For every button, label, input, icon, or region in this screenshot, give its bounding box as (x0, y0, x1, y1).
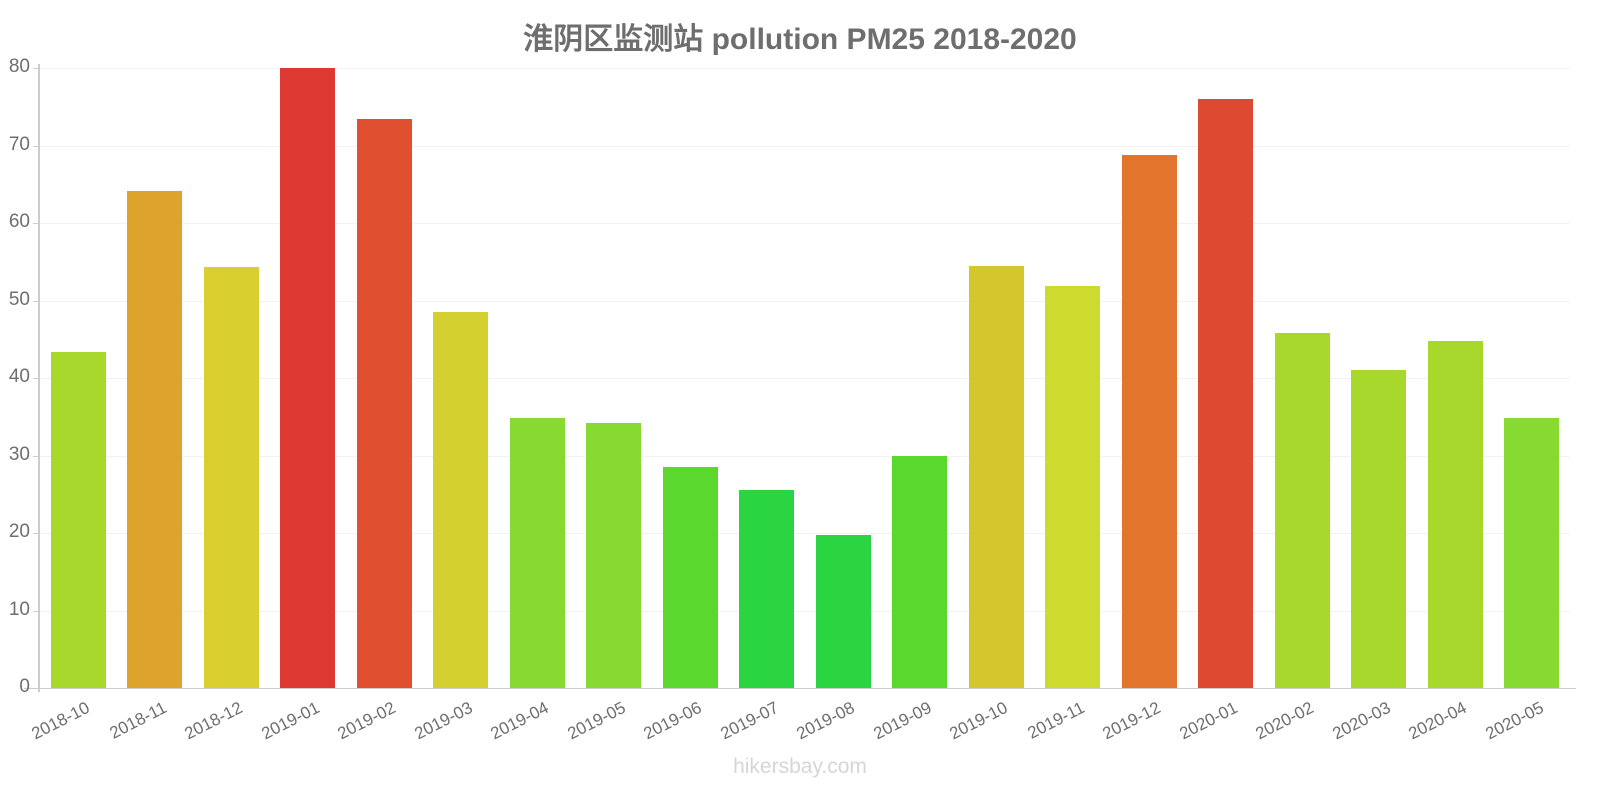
bar[interactable] (356, 119, 412, 688)
x-axis-labels: 2018-10 2018-11 2018-12 2019-01 2019-02 2019-… (29, 690, 1570, 760)
y-tick-mark-20 (33, 533, 40, 534)
x-tick-label: 2019-03 (411, 698, 476, 744)
bar[interactable] (509, 418, 565, 688)
x-tick-label: 2018-10 (28, 698, 93, 744)
y-tick-label-40: 40 (8, 366, 30, 387)
bar[interactable] (1198, 99, 1254, 688)
gridline-30 (38, 455, 1570, 457)
y-tick-mark-50 (33, 300, 40, 302)
bar[interactable] (1045, 285, 1101, 688)
y-tick-mark-70 (33, 145, 40, 147)
y-tick-label-10: 10 (8, 598, 30, 620)
y-tick-mark-10 (33, 610, 40, 612)
x-tick-label: 2019-05 (564, 698, 629, 744)
x-tick-label: 2019-04 (487, 698, 552, 744)
x-tick-label: 2019-01 (258, 698, 323, 744)
y-tick-label-20: 20 (8, 521, 30, 542)
bar[interactable] (50, 352, 106, 688)
bar[interactable] (1427, 340, 1483, 688)
x-tick-label: 2018-12 (181, 698, 246, 744)
gridline-10 (38, 610, 1570, 612)
gridline-40 (38, 378, 1570, 379)
gridline-50 (38, 300, 1570, 302)
bar[interactable] (1274, 333, 1330, 688)
bar[interactable] (127, 191, 183, 688)
x-tick-label: 2019-02 (334, 698, 399, 744)
bar[interactable] (968, 265, 1024, 688)
y-tick-label-60: 60 (8, 211, 30, 232)
x-tick-label: 2020-04 (1405, 698, 1470, 744)
x-tick-label: 2020-01 (1176, 698, 1241, 744)
bar[interactable] (433, 312, 489, 688)
x-tick-label: 2019-12 (1099, 698, 1164, 744)
x-tick-label: 2019-10 (946, 698, 1011, 744)
footer-watermark: hikersbay.com (733, 755, 867, 778)
x-tick-label: 2020-05 (1482, 698, 1547, 744)
bar[interactable] (815, 535, 871, 688)
bar[interactable] (662, 467, 718, 688)
bar[interactable] (203, 267, 259, 688)
x-tick-label: 2018-11 (106, 698, 170, 743)
x-tick-label: 2019-09 (870, 698, 935, 744)
y-tick-mark-30 (33, 455, 40, 457)
gridline-70 (38, 145, 1570, 147)
y-tick-mark-0 (33, 688, 40, 689)
gridline-20 (38, 533, 1570, 534)
bar[interactable] (1504, 418, 1560, 688)
y-tick-mark-40 (33, 378, 40, 379)
chart-title: 淮阴区监测站 pollution PM25 2018-2020 (523, 23, 1077, 56)
x-tick-label: 2020-03 (1329, 698, 1394, 744)
y-tick-mark-80 (33, 68, 40, 69)
y-tick-label-80: 80 (8, 56, 30, 77)
bar[interactable] (892, 455, 948, 688)
bar[interactable] (739, 489, 795, 688)
bars-container (40, 62, 1570, 688)
bar[interactable] (1351, 370, 1407, 688)
gridline-80 (38, 68, 1570, 69)
x-tick-label: 2019-06 (640, 698, 705, 744)
y-tick-label-70: 70 (8, 133, 30, 155)
gridline-60 (38, 223, 1570, 224)
x-tick-label: 2019-11 (1024, 698, 1088, 743)
bar[interactable] (1121, 154, 1177, 688)
x-axis-line (24, 688, 1576, 689)
x-tick-label: 2019-07 (717, 698, 782, 744)
y-tick-label-50: 50 (8, 288, 30, 310)
y-tick-mark-60 (33, 223, 40, 224)
x-tick-label: 2020-02 (1252, 698, 1317, 744)
bar[interactable] (280, 68, 336, 688)
y-tick-label-0: 0 (19, 676, 30, 697)
y-tick-label-30: 30 (8, 443, 30, 465)
x-tick-label: 2019-08 (793, 698, 858, 744)
bar[interactable] (586, 422, 642, 688)
